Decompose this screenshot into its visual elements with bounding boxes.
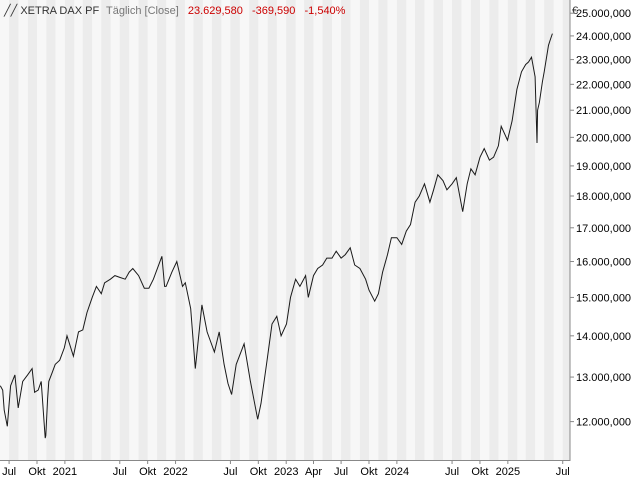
- y-axis-ticks: 12.000,000 13.000,000 14.000,000 15.000,000…: [570, 8, 631, 429]
- y-tick-label: 20.000,000: [576, 132, 631, 144]
- month-band: [452, 0, 462, 460]
- x-tick-label: Jul: [334, 466, 348, 478]
- month-band: [489, 0, 499, 460]
- month-band: [544, 0, 554, 460]
- month-band: [27, 0, 37, 460]
- month-band: [433, 0, 443, 460]
- x-axis-ticks: Jul Okt 2021 Jul Okt 2022 Jul Okt 2023 Apr Jul Okt 2…: [2, 460, 570, 478]
- y-tick-label: 15.000,000: [576, 292, 631, 304]
- y-tick-label: 22.000,000: [576, 79, 631, 91]
- x-tick-label: 2022: [163, 466, 187, 478]
- month-band: [359, 0, 369, 460]
- x-tick-label: Jul: [556, 466, 570, 478]
- month-band: [46, 0, 56, 460]
- month-band: [341, 0, 351, 460]
- y-tick-label: 23.000,000: [576, 55, 631, 67]
- month-band: [230, 0, 240, 460]
- month-band: [157, 0, 167, 460]
- month-band: [64, 0, 75, 460]
- month-band: [470, 0, 480, 460]
- x-tick-label: Jul: [2, 466, 16, 478]
- month-band: [562, 0, 570, 460]
- x-tick-label: Okt: [360, 466, 377, 478]
- month-band: [138, 0, 148, 460]
- y-tick-label: 17.000,000: [576, 223, 631, 235]
- x-tick-label: Apr: [305, 466, 322, 478]
- month-band: [507, 0, 518, 460]
- month-band: [322, 0, 332, 460]
- month-band: [9, 0, 19, 460]
- y-tick-label: 21.000,000: [576, 105, 631, 117]
- month-band: [286, 0, 296, 460]
- month-band: [193, 0, 203, 460]
- x-tick-label: 2021: [53, 466, 77, 478]
- y-tick-label: 19.000,000: [576, 161, 631, 173]
- change-value: -369,590: [252, 5, 295, 17]
- y-tick-label: 13.000,000: [576, 372, 631, 384]
- x-tick-label: 2023: [274, 466, 298, 478]
- month-bands: [9, 0, 570, 460]
- x-tick-label: 2025: [496, 466, 520, 478]
- month-band: [525, 0, 536, 460]
- last-value: 23.629,580: [188, 5, 243, 17]
- month-band: [211, 0, 222, 460]
- y-tick-label: 25.000,000: [576, 8, 631, 20]
- month-band: [415, 0, 425, 460]
- month-band: [267, 0, 277, 460]
- x-tick-label: Okt: [250, 466, 267, 478]
- month-band: [101, 0, 111, 460]
- chart-style-icon: ╱╱: [3, 3, 19, 17]
- y-tick-label: 18.000,000: [576, 191, 631, 203]
- month-band: [119, 0, 130, 460]
- y-tick-label: 14.000,000: [576, 331, 631, 343]
- frequency-label: Täglich [Close]: [106, 5, 179, 17]
- y-tick-label: 12.000,000: [576, 417, 631, 429]
- close-price-line: [0, 33, 553, 439]
- x-tick-label: Jul: [113, 466, 127, 478]
- month-band: [396, 0, 407, 460]
- month-band: [175, 0, 185, 460]
- x-tick-label: Okt: [28, 466, 45, 478]
- month-band: [82, 0, 93, 460]
- currency-symbol: €: [572, 5, 578, 17]
- x-tick-label: Okt: [139, 466, 156, 478]
- x-tick-label: Jul: [223, 466, 237, 478]
- header-line: ╱╱ XETRA DAX PF Täglich [Close] 23.629,5…: [3, 3, 346, 17]
- month-band: [304, 0, 314, 460]
- y-tick-label: 16.000,000: [576, 257, 631, 269]
- x-tick-label: 2024: [385, 466, 409, 478]
- change-percent: -1,540%: [304, 5, 345, 17]
- y-tick-label: 24.000,000: [576, 31, 631, 43]
- x-tick-label: Jul: [445, 466, 459, 478]
- month-band: [249, 0, 259, 460]
- month-band: [378, 0, 388, 460]
- instrument-name: XETRA DAX PF: [20, 5, 99, 17]
- x-tick-label: Okt: [471, 466, 488, 478]
